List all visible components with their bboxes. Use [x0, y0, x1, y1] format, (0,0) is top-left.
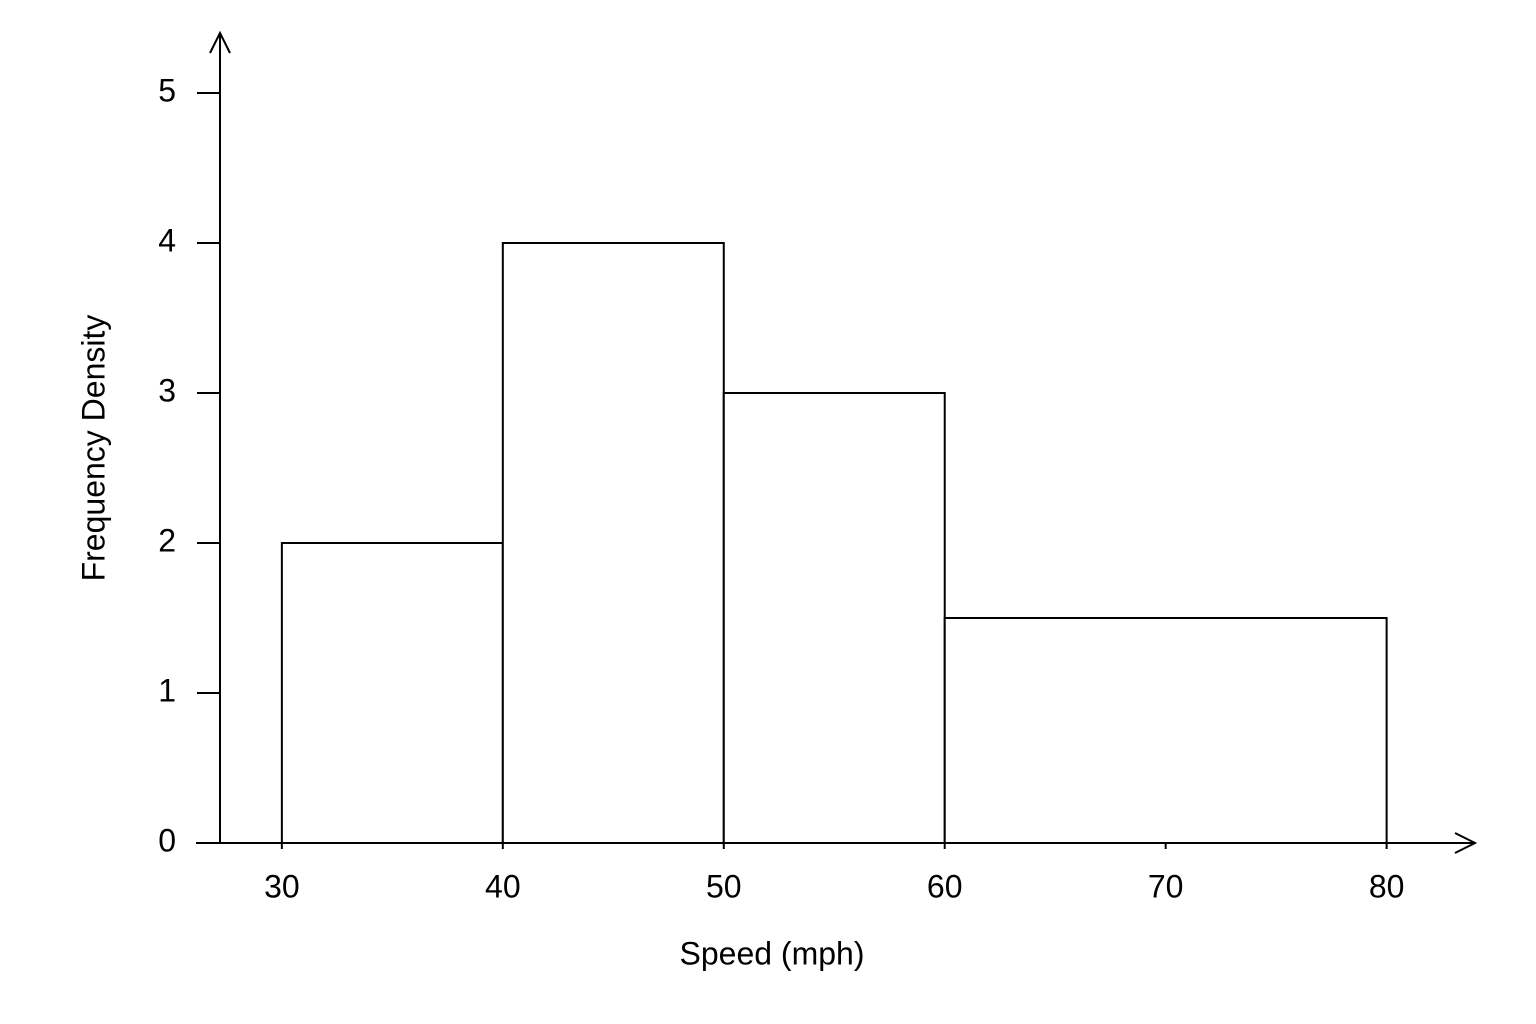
x-tick-label: 30	[264, 868, 300, 904]
y-tick-label: 2	[158, 522, 176, 558]
bar	[501, 242, 725, 844]
y-axis-label: Frequency Density	[75, 315, 111, 582]
x-tick-label: 80	[1369, 868, 1405, 904]
x-tick-label: 50	[706, 868, 742, 904]
y-tick-label: 3	[158, 372, 176, 408]
bar	[280, 542, 504, 844]
x-axis-arrow	[1454, 832, 1478, 854]
x-axis-label: Speed (mph)	[680, 935, 865, 971]
y-tick-label: 1	[158, 672, 176, 708]
bar	[943, 617, 1388, 844]
x-tick-label: 40	[485, 868, 521, 904]
x-tick-label: 60	[927, 868, 963, 904]
x-tick-label: 70	[1148, 868, 1184, 904]
y-tick-label: 5	[158, 72, 176, 108]
bar	[722, 392, 946, 844]
y-tick-label: 0	[158, 822, 176, 858]
y-tick-label: 4	[158, 222, 176, 258]
y-axis-arrow	[209, 30, 231, 54]
